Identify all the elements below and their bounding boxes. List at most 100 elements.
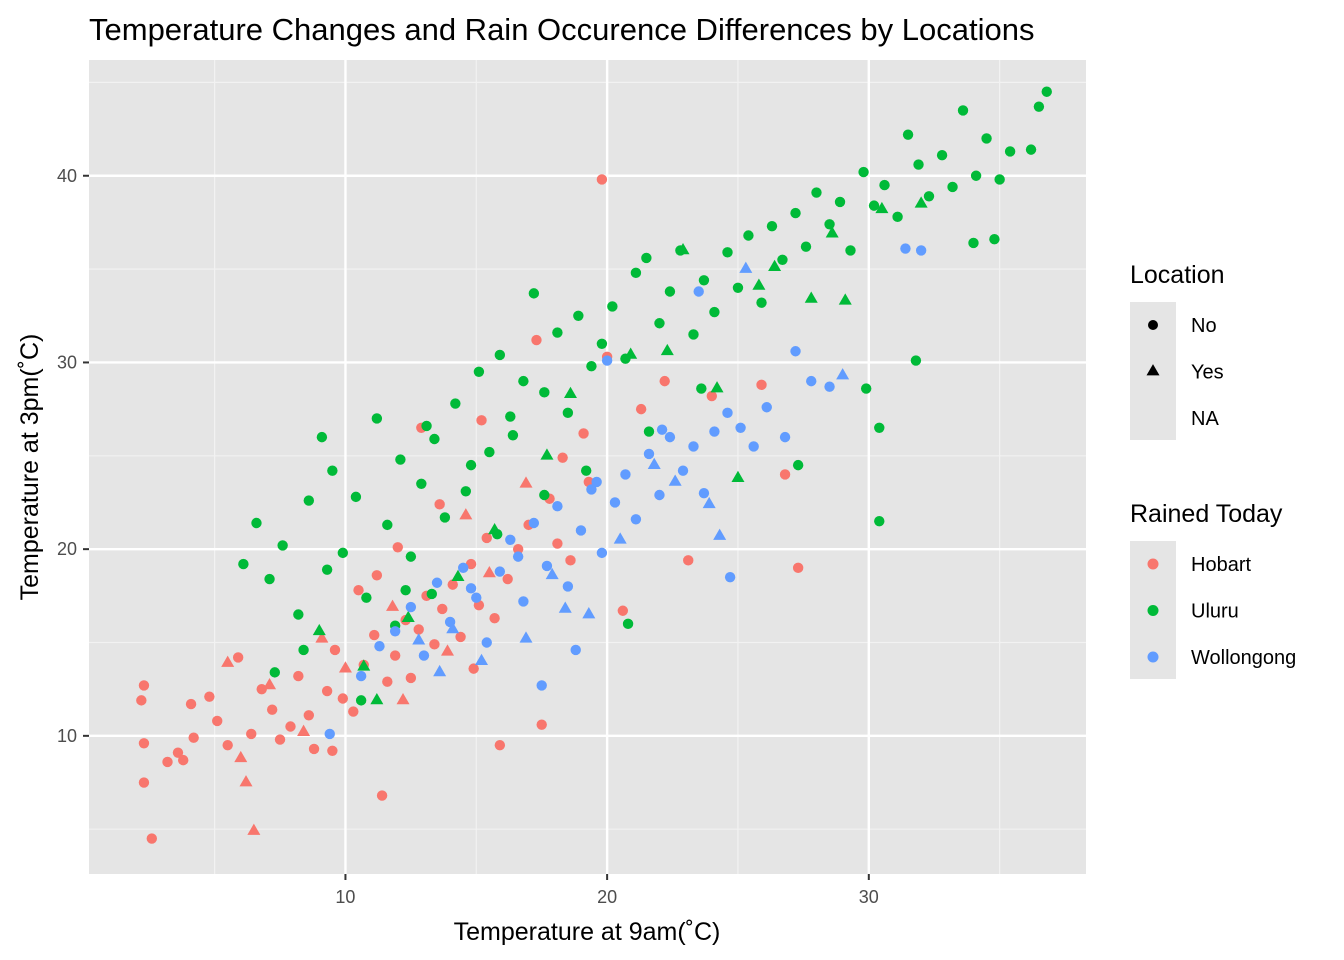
data-point-circle	[735, 422, 746, 433]
data-point-circle	[222, 739, 233, 751]
data-point-triangle	[488, 523, 502, 535]
data-point-triangle	[545, 567, 559, 580]
data-point-circle	[264, 573, 275, 585]
data-point-circle	[324, 728, 335, 740]
data-point-triangle	[582, 607, 596, 619]
data-point-circle	[1025, 144, 1037, 155]
data-point-triangle	[370, 692, 384, 705]
data-point-circle	[947, 181, 958, 193]
data-point-triangle	[475, 653, 489, 665]
data-point-circle	[541, 560, 553, 572]
data-point-circle	[361, 592, 372, 603]
data-point-circle	[232, 652, 244, 663]
data-point-circle	[405, 551, 417, 562]
data-point-circle	[981, 133, 992, 144]
data-point-circle	[431, 577, 443, 588]
data-point-triangle	[836, 368, 850, 380]
data-point-circle	[429, 639, 440, 650]
data-point-triangle	[446, 621, 460, 634]
data-point-circle	[562, 407, 574, 419]
data-point-circle	[698, 275, 710, 286]
data-point-circle	[185, 698, 197, 710]
data-point-circle	[656, 424, 668, 435]
data-point-circle	[722, 407, 733, 419]
data-point-circle	[376, 790, 388, 801]
data-point-circle	[811, 187, 822, 198]
data-point-circle	[494, 566, 506, 577]
data-point-circle	[395, 454, 406, 465]
data-point-circle	[570, 644, 581, 656]
legend-key-color	[1147, 651, 1159, 663]
data-point-circle	[834, 196, 846, 208]
data-point-circle	[586, 484, 597, 495]
data-point-circle	[455, 631, 466, 643]
data-point-circle	[874, 422, 885, 433]
data-point-circle	[293, 670, 304, 682]
legend-key-circle	[1148, 320, 1158, 330]
data-point-triangle	[825, 226, 839, 238]
data-point-circle	[761, 402, 772, 413]
shape-legend-label: No	[1191, 315, 1217, 337]
data-point-circle	[539, 489, 550, 501]
data-point-triangle	[739, 261, 753, 273]
data-point-circle	[429, 433, 440, 445]
grid-lines	[89, 60, 1086, 874]
data-point-circle	[688, 441, 699, 452]
data-point-circle	[696, 383, 707, 394]
data-point-circle	[748, 441, 759, 452]
data-point-triangle	[768, 259, 782, 272]
data-point-circle	[552, 538, 563, 549]
data-point-circle	[450, 398, 461, 409]
data-point-circle	[138, 680, 150, 691]
data-point-circle	[586, 360, 597, 372]
data-point-triangle	[357, 659, 371, 671]
data-point-circle	[635, 403, 647, 415]
data-point-triangle	[563, 386, 577, 399]
data-point-circle	[698, 487, 710, 499]
data-point-circle	[465, 459, 477, 471]
data-point-circle	[777, 254, 788, 265]
data-point-circle	[792, 459, 804, 471]
data-point-circle	[724, 571, 736, 583]
data-point-circle	[892, 211, 903, 223]
data-point-triangle	[647, 457, 661, 469]
data-point-circle	[617, 605, 629, 616]
color-legend-label: Wollongong	[1191, 647, 1296, 669]
data-point-circle	[405, 672, 417, 684]
data-point-circle	[437, 603, 448, 615]
data-point-circle	[303, 710, 315, 721]
y-tick-label: 30	[57, 352, 77, 372]
data-point-circle	[188, 732, 199, 743]
data-point-circle	[601, 355, 613, 366]
data-point-circle	[389, 650, 401, 661]
data-point-circle	[505, 534, 516, 546]
data-point-circle	[316, 431, 328, 443]
data-point-circle	[327, 465, 338, 476]
data-point-triangle	[624, 347, 638, 359]
shape-legend-title: Location	[1130, 261, 1225, 289]
axis-ticks: 10 20 30 10 20 30 40	[57, 166, 879, 907]
data-point-circle	[879, 179, 890, 191]
data-point-circle	[989, 234, 1000, 245]
data-point-circle	[743, 230, 754, 241]
data-point-circle	[910, 355, 922, 366]
data-point-circle	[329, 644, 341, 656]
data-point-circle	[643, 426, 655, 437]
data-point-circle	[146, 833, 158, 844]
color-legend: Rained Today Hobart Uluru Wollongong	[1130, 500, 1296, 679]
data-point-circle	[557, 452, 568, 463]
data-point-triangle	[519, 631, 533, 643]
data-point-triangle	[713, 528, 727, 540]
data-point-circle	[512, 551, 524, 562]
legend-key-color	[1147, 605, 1159, 616]
data-point-circle	[824, 219, 835, 230]
data-point-triangle	[239, 775, 253, 787]
data-point-triangle	[221, 655, 235, 667]
data-point-triangle	[315, 631, 329, 643]
shape-legend-label: Yes	[1191, 362, 1224, 384]
data-point-circle	[178, 754, 189, 766]
data-point-circle	[683, 555, 694, 566]
data-point-circle	[779, 469, 791, 480]
data-point-circle	[212, 715, 223, 727]
data-point-circle	[162, 756, 173, 768]
